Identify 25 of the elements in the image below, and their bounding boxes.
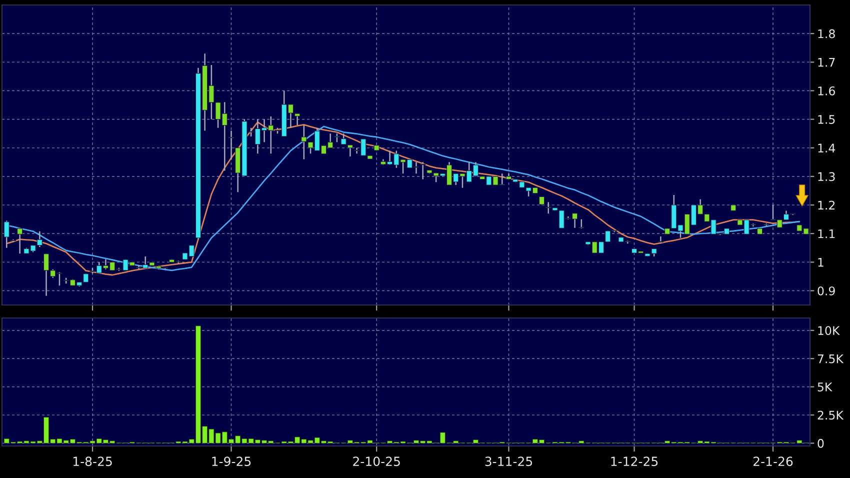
y-tick-label: 5K <box>818 382 832 392</box>
candlestick <box>4 220 10 248</box>
x-tick-label: 2-1-26 <box>754 456 793 466</box>
candlestick <box>17 227 23 254</box>
y-tick-label: 1.1 <box>818 229 835 238</box>
y-tick-label: 0.9 <box>818 286 835 296</box>
y-tick-label: 1 <box>818 258 824 267</box>
y-tick-label: 1.3 <box>818 172 835 182</box>
y-tick-label: 1.4 <box>818 144 836 152</box>
candlestick <box>301 124 307 160</box>
y-tick-label: 7.5K <box>818 354 844 364</box>
y-tick-label: 10K <box>818 326 840 336</box>
y-tick-label: 1.8 <box>818 29 835 38</box>
y-tick-label: 1.6 <box>818 86 835 96</box>
candlestick <box>658 236 664 244</box>
x-tick-label: 1-12-25 <box>611 456 658 466</box>
y-tick-label: 1.2 <box>818 200 835 210</box>
y-tick-label: 2.5K <box>818 410 844 420</box>
x-tick-label: 1-9-25 <box>212 456 251 466</box>
y-tick-label: 1.7 <box>818 58 835 67</box>
x-tick-label: 2-10-25 <box>353 456 400 466</box>
y-tick-label: 1.5 <box>818 115 835 124</box>
x-tick-label: 3-11-25 <box>485 456 532 466</box>
y-tick-label: 0 <box>818 438 824 448</box>
x-tick-label: 1-8-25 <box>73 456 112 466</box>
